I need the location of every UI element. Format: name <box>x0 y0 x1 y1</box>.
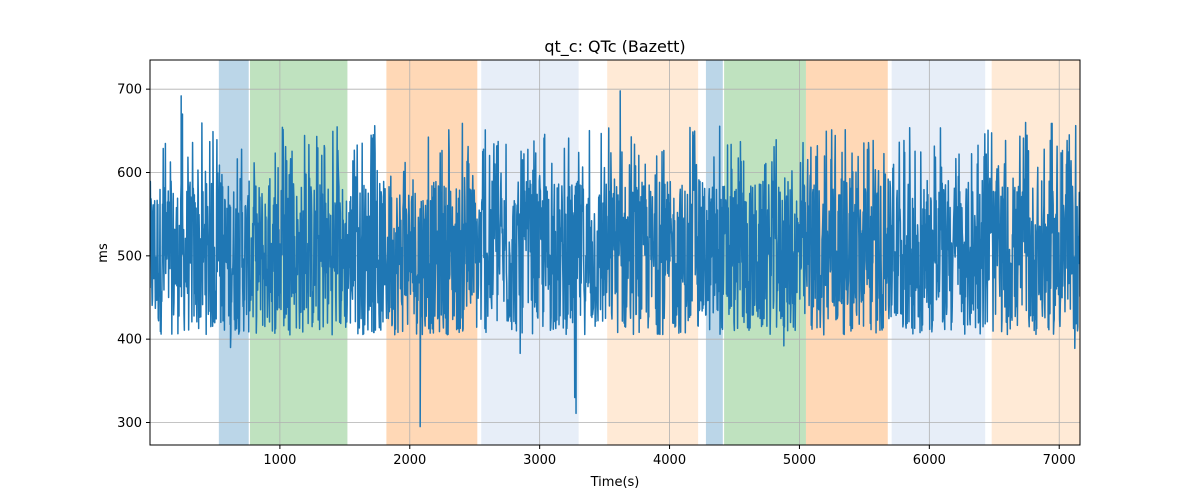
y-tick-label: 400 <box>117 333 142 348</box>
qtc-line <box>150 90 1080 428</box>
y-axis-ticks: 300 400 500 600 700 <box>117 83 150 431</box>
y-tick-label: 500 <box>117 249 142 264</box>
plot-frame <box>149 59 1081 446</box>
x-axis-ticks: 1000 2000 3000 4000 5000 6000 7000 <box>263 445 1076 468</box>
x-tick-label: 6000 <box>913 453 946 468</box>
x-tick-label: 2000 <box>393 453 426 468</box>
qtc-series <box>150 90 1080 428</box>
x-axis-title: Time(s) <box>590 475 640 490</box>
x-tick-label: 3000 <box>523 453 556 468</box>
x-tick-label: 4000 <box>653 453 686 468</box>
x-tick-label: 7000 <box>1043 453 1076 468</box>
y-tick-label: 700 <box>117 83 142 98</box>
y-axis-title: ms <box>96 243 111 263</box>
x-tick-label: 1000 <box>263 453 296 468</box>
chart-title: qt_c: QTc (Bazett) <box>544 37 685 57</box>
y-tick-label: 600 <box>117 166 142 181</box>
y-tick-label: 300 <box>117 416 142 431</box>
x-tick-label: 5000 <box>783 453 816 468</box>
